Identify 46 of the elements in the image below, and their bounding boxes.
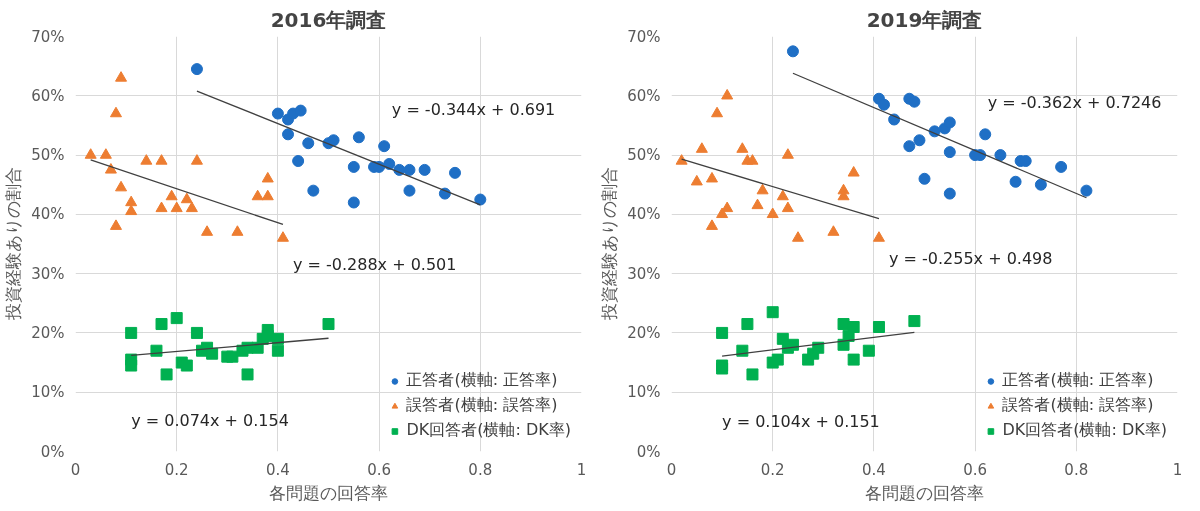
x-tick-label: 0.2 [760,460,785,479]
y-tick-label: 20% [627,323,661,342]
x-tick-label: 1 [576,460,587,479]
x-tick-label: 0.4 [265,460,290,479]
x-tick-label: 0.8 [468,460,493,479]
chart-title: 2016年調査 [270,7,387,32]
annotation: y = 0.074x + 0.154 [131,410,289,430]
y-axis-title: 投資経験ありの割合 [599,167,620,322]
x-axis-title: 各問題の回答率 [269,482,388,503]
x-tick-label: 0.6 [963,460,988,479]
legend-label: 正答者(横軸: 正答率) [406,370,558,391]
legend-label: 誤答者(横軸: 誤答率) [1002,395,1154,416]
annotation: y = -0.362x + 0.7246 [987,93,1162,113]
annotation: y = -0.255x + 0.498 [888,249,1053,269]
legend-label: DK回答者(横軸: DK率) [1002,420,1167,441]
y-tick-label: 60% [627,86,661,105]
x-tick-label: 0.8 [1064,460,1089,479]
annotation: y = -0.288x + 0.501 [292,254,457,274]
x-tick-label: 0.4 [861,460,886,479]
y-tick-label: 50% [627,146,661,165]
x-tick-label: 0.6 [367,460,392,479]
y-tick-label: 30% [31,264,65,283]
y-tick-label: 70% [627,27,661,46]
y-tick-label: 10% [627,383,661,402]
y-tick-label: 40% [627,205,661,224]
x-tick-label: 1 [1172,460,1183,479]
x-tick-label: 0 [70,460,81,479]
y-tick-label: 40% [31,205,65,224]
y-tick-label: 50% [31,146,65,165]
y-tick-label: 20% [31,323,65,342]
y-axis-title: 投資経験ありの割合 [3,167,24,322]
legend-label: 誤答者(横軸: 誤答率) [406,395,558,416]
annotation: y = -0.344x + 0.691 [391,100,556,120]
y-tick-label: 30% [627,264,661,283]
x-axis-title: 各問題の回答率 [865,482,984,503]
x-tick-label: 0.2 [164,460,189,479]
x-tick-label: 0 [666,460,677,479]
y-tick-label: 10% [31,383,65,402]
annotation: y = 0.104x + 0.151 [722,411,880,431]
chart-title: 2019年調査 [866,7,983,32]
y-tick-label: 0% [636,442,661,461]
y-tick-label: 60% [31,86,65,105]
y-tick-label: 0% [40,442,65,461]
y-tick-label: 70% [31,27,65,46]
legend-label: DK回答者(横軸: DK率) [406,420,571,441]
legend-label: 正答者(横軸: 正答率) [1002,370,1154,391]
